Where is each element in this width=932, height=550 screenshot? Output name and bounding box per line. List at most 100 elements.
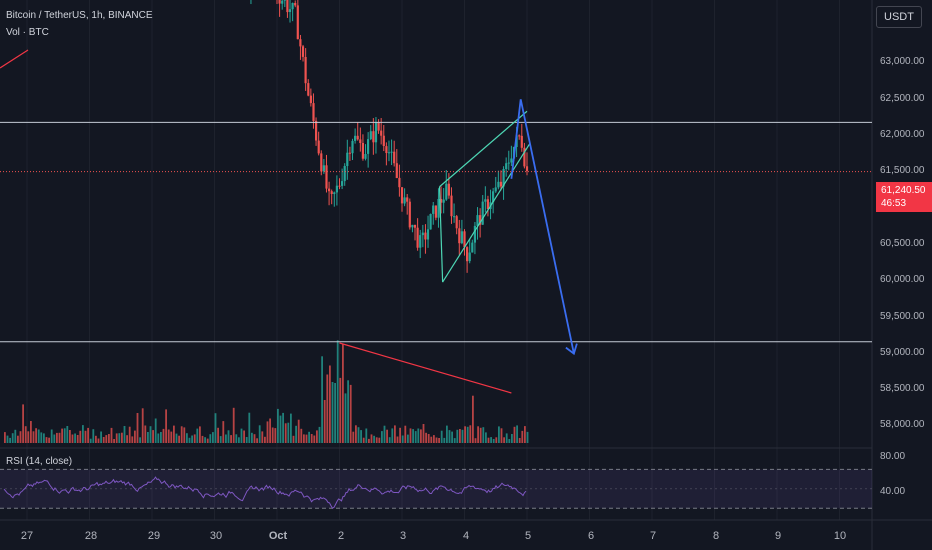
volume-bar	[396, 436, 399, 443]
candle	[315, 117, 318, 146]
price-label: 59,500.00	[880, 311, 925, 322]
volume-bar	[253, 434, 256, 443]
volume-bar	[290, 413, 292, 443]
price-label: 62,000.00	[880, 129, 925, 140]
currency-button[interactable]: USDT	[876, 6, 922, 28]
time-label: 8	[712, 530, 720, 542]
volume-bar	[97, 438, 100, 443]
volume-bar	[37, 429, 40, 443]
candle	[312, 93, 315, 129]
time-label: 2	[337, 530, 345, 542]
volume-bar	[282, 412, 284, 443]
volume-bar	[258, 425, 261, 443]
candle-body	[486, 199, 489, 209]
volume-bar	[292, 435, 295, 443]
candle	[348, 146, 351, 161]
channel-upper-line	[439, 110, 528, 188]
volume-bar	[256, 438, 258, 443]
candle	[426, 215, 430, 248]
volume-bar	[474, 438, 477, 443]
candle	[299, 34, 302, 60]
last-price-value: 61,240.50	[881, 185, 926, 196]
candle-body	[484, 199, 487, 202]
volume-bar	[321, 356, 323, 443]
candle-body	[471, 242, 474, 253]
candle	[406, 194, 409, 215]
candle	[458, 219, 461, 255]
projection-arrowhead	[565, 343, 578, 356]
time-label: Oct	[268, 530, 288, 542]
volume-bar	[235, 434, 238, 443]
symbol-title[interactable]: Bitcoin / TetherUS, 1h, BINANCE	[6, 10, 153, 21]
candle	[468, 239, 471, 264]
candle	[502, 166, 505, 200]
volume-bar	[186, 433, 188, 443]
candle-body	[518, 135, 521, 137]
candle	[432, 202, 435, 225]
candle	[387, 140, 391, 162]
volume-bar	[232, 407, 235, 443]
volume-bar	[157, 433, 160, 443]
volume-bar	[113, 439, 115, 443]
volume-bar	[482, 427, 485, 443]
volume-bar	[209, 434, 212, 443]
candle-body	[346, 152, 349, 166]
rsi-legend[interactable]: RSI (14, close)	[6, 456, 73, 467]
volume-bar	[521, 430, 524, 443]
price-label: 58,000.00	[880, 419, 925, 430]
candle-body	[440, 199, 443, 203]
candle	[398, 164, 401, 197]
candle-body	[393, 151, 396, 164]
candle-body	[463, 231, 466, 247]
volume-bar	[102, 437, 105, 443]
volume-bar	[409, 428, 412, 443]
volume-bar	[50, 429, 53, 443]
volume-bar	[61, 428, 63, 443]
volume-bar	[245, 437, 248, 443]
volume-bar	[453, 438, 456, 443]
candle-body	[479, 215, 482, 225]
time-label: 4	[462, 530, 470, 542]
volume-bar	[24, 426, 27, 443]
candle	[523, 142, 526, 169]
candle	[450, 187, 453, 224]
volume-bar	[342, 344, 344, 443]
volume-bar	[461, 429, 464, 443]
candle-body	[343, 166, 346, 182]
candle-body	[364, 154, 367, 159]
candle	[322, 158, 325, 174]
candle-body	[330, 191, 333, 194]
volume-legend[interactable]: Vol · BTC	[6, 27, 49, 38]
volume-bar	[131, 436, 134, 443]
candle	[486, 195, 489, 217]
candle-body	[317, 140, 320, 154]
volume-bar	[279, 415, 282, 443]
rsi-tick: 40.00	[880, 486, 906, 497]
candle-body	[283, 0, 286, 1]
candle-body	[510, 158, 513, 163]
volume-bar	[495, 437, 498, 443]
volume-bar	[74, 433, 76, 443]
volume-bar	[243, 430, 245, 443]
volume-bar	[152, 430, 154, 443]
volume-bar	[193, 434, 196, 443]
candle	[328, 181, 331, 206]
volume-bar	[180, 426, 183, 443]
candle-body	[466, 247, 469, 262]
volume-bar	[71, 434, 74, 443]
volume-bar	[188, 437, 191, 443]
volume-bar	[352, 431, 355, 443]
candle-body	[361, 143, 364, 159]
candle	[395, 149, 398, 179]
candle	[429, 213, 432, 230]
volume-bar	[84, 430, 87, 443]
candle	[294, 0, 297, 8]
candle-body	[374, 122, 378, 143]
volume-bar	[479, 427, 482, 443]
candle-body	[281, 0, 284, 4]
candle-body	[385, 146, 388, 153]
volume-bar	[183, 427, 186, 443]
volume-bar	[511, 434, 513, 443]
